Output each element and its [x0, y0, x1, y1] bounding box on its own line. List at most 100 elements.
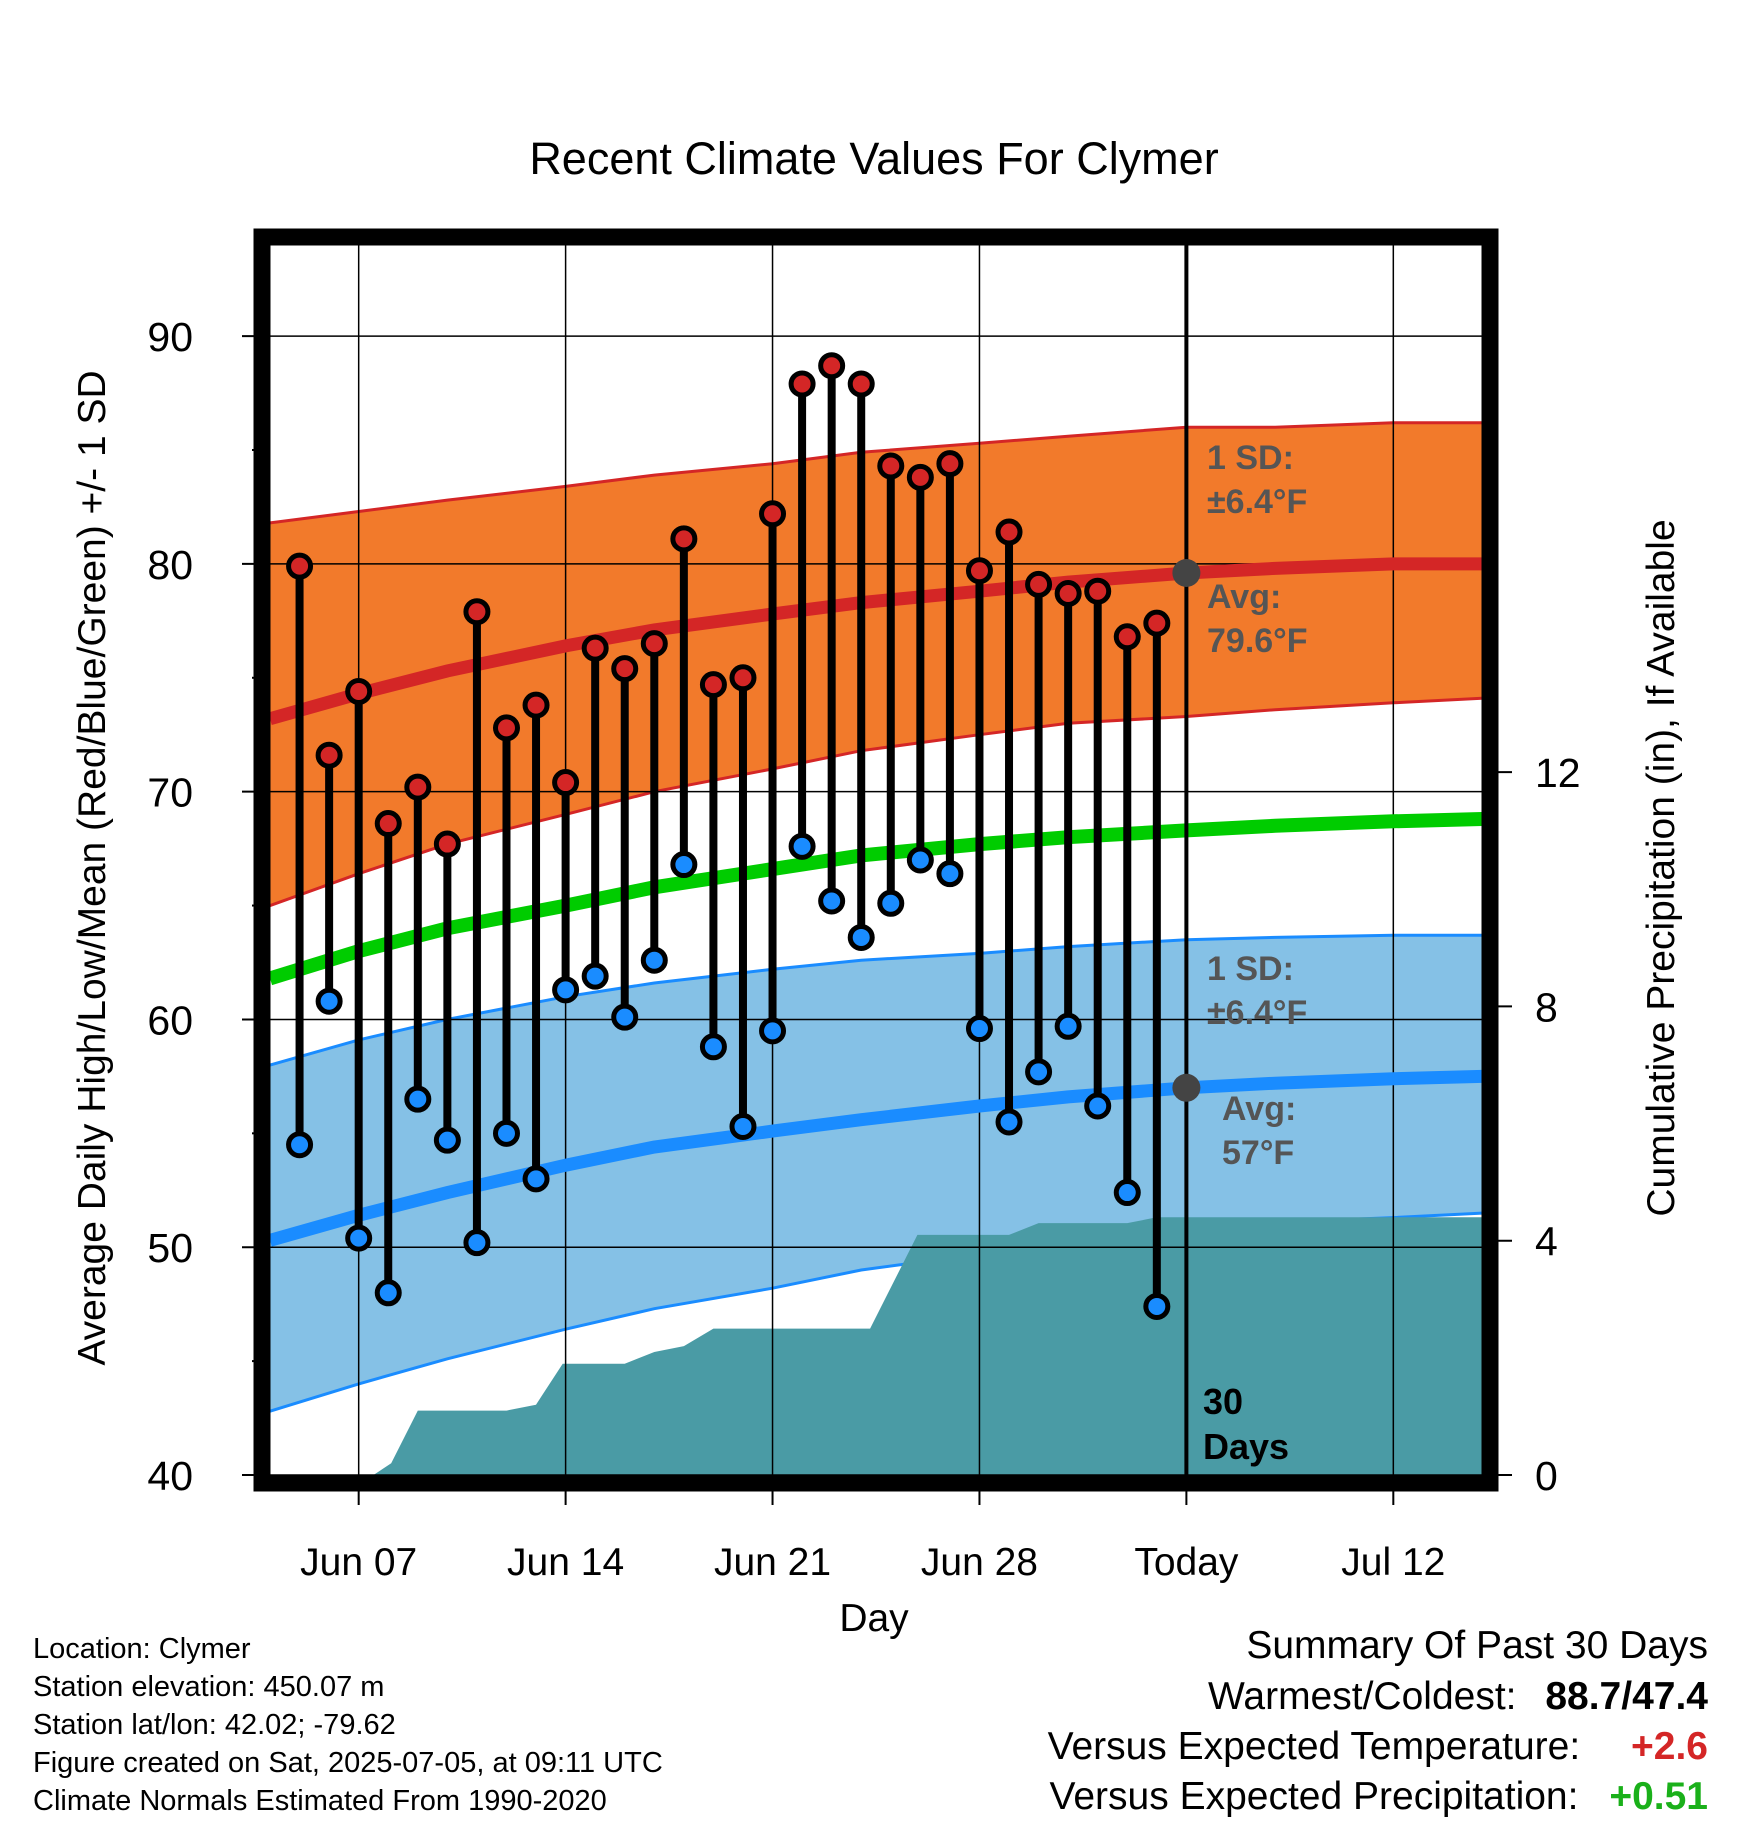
- daily-low-point: [1113, 1179, 1141, 1207]
- daily-high-point: [759, 500, 787, 528]
- daily-high-point: [906, 463, 934, 491]
- daily-high-point: [463, 598, 491, 626]
- y2-axis-label: Cumulative Precipitation (in), If Availa…: [1640, 519, 1683, 1216]
- y-tick-label: 50: [147, 1225, 193, 1271]
- daily-high-point: [552, 769, 580, 797]
- precip-area: [270, 1217, 1482, 1475]
- daily-high-point: [1143, 609, 1171, 637]
- daily-high-point: [1054, 580, 1082, 607]
- daily-low-point: [581, 962, 609, 990]
- today-high-avg-dot: [1172, 559, 1201, 587]
- daily-low-point: [788, 832, 816, 860]
- daily-high-point: [374, 810, 402, 838]
- footer-normals: Climate Normals Estimated From 1990-2020: [33, 1785, 607, 1817]
- x-tick-label: Jun 14: [507, 1541, 624, 1584]
- summary-precip-value: +0.51: [1609, 1775, 1708, 1818]
- chart-title: Recent Climate Values For Clymer: [529, 133, 1218, 184]
- daily-high-point: [670, 525, 698, 553]
- daily-low-point: [433, 1126, 461, 1154]
- daily-high-point: [1113, 623, 1141, 651]
- y-tick-label: 80: [147, 542, 193, 588]
- daily-low-point: [345, 1224, 373, 1252]
- daily-high-point: [818, 352, 846, 380]
- x-tick-label: Jun 07: [300, 1541, 417, 1584]
- daily-low-point: [877, 889, 905, 917]
- daily-high-point: [1084, 577, 1112, 605]
- today-low-avg-dot: [1172, 1073, 1201, 1102]
- daily-low-point: [286, 1131, 314, 1159]
- daily-low-point: [1143, 1292, 1171, 1320]
- x-tick-label: Jun 28: [921, 1541, 1038, 1584]
- y2-tick-label: 0: [1535, 1453, 1558, 1499]
- plot-area: 1 SD: ±6.4°F Avg: 79.6°F 1 SD: ±6.4°F Avg: 57°F…: [270, 245, 1482, 1475]
- daily-low-point: [847, 923, 875, 951]
- daily-high-point: [404, 773, 432, 801]
- low-avg-value: 57°F: [1222, 1134, 1294, 1172]
- y-tick-label: 60: [147, 997, 193, 1043]
- daily-high-point: [611, 655, 639, 683]
- daily-low-point: [995, 1108, 1023, 1136]
- x-tick-label: Jun 21: [714, 1541, 831, 1584]
- daily-high-point: [936, 450, 964, 478]
- daily-low-point: [463, 1229, 491, 1257]
- low-sd-band: [270, 935, 1482, 1412]
- high-avg-value: 79.6°F: [1207, 622, 1308, 660]
- low-avg-line: [270, 1069, 1482, 1247]
- daily-high-point: [877, 452, 905, 480]
- daily-low-point: [818, 887, 846, 915]
- summary-warmest-value: 88.7/47.4: [1545, 1675, 1708, 1718]
- daily-high-point: [847, 370, 875, 398]
- daily-low-point: [670, 851, 698, 879]
- daily-low-point: [936, 860, 964, 888]
- x-tick-label: Today: [1134, 1541, 1239, 1584]
- summary-precip-row: Versus Expected Precipitation: +0.51: [1050, 1777, 1709, 1816]
- daily-low-point: [699, 1033, 727, 1061]
- footer-elevation: Station elevation: 450.07 m: [33, 1671, 385, 1703]
- summary-warmest-label: Warmest/Coldest:: [1208, 1675, 1517, 1718]
- daily-low-point: [315, 987, 343, 1015]
- footer-latlon: Station lat/lon: 42.02; -79.62: [33, 1709, 396, 1741]
- daily-low-point: [522, 1165, 550, 1193]
- high-sd-value: ±6.4°F: [1207, 483, 1307, 521]
- y2-tick-label: 4: [1535, 1219, 1558, 1265]
- high-sd-label: 1 SD:: [1207, 439, 1294, 477]
- y-tick-label: 70: [147, 770, 193, 816]
- daily-high-point: [729, 664, 757, 692]
- daily-low-point: [759, 1017, 787, 1045]
- daily-low-point: [1084, 1092, 1112, 1120]
- daily-low-point: [729, 1113, 757, 1140]
- summary-heading: Summary Of Past 30 Days: [1246, 1624, 1708, 1667]
- daily-high-point: [995, 518, 1023, 546]
- daily-low-point: [1025, 1058, 1053, 1086]
- low-sd-value: ±6.4°F: [1207, 994, 1307, 1032]
- daily-high-point: [581, 634, 609, 662]
- daily-high-point: [640, 630, 668, 658]
- window-label-number: 30: [1203, 1381, 1243, 1422]
- plot-frame: [253, 228, 1499, 1492]
- y-tick-label: 90: [147, 314, 193, 360]
- summary-temp-value: +2.6: [1631, 1725, 1708, 1768]
- daily-low-point: [374, 1279, 402, 1307]
- low-avg-label: Avg:: [1222, 1090, 1296, 1128]
- summary-precip-label: Versus Expected Precipitation:: [1049, 1775, 1579, 1818]
- daily-low-point: [640, 946, 668, 974]
- footer-location: Location: Clymer: [33, 1633, 251, 1665]
- x-axis-label: Day: [839, 1597, 909, 1640]
- low-sd-label: 1 SD:: [1207, 950, 1294, 988]
- daily-high-point: [315, 741, 343, 769]
- x-tick-label: Jul 12: [1341, 1541, 1445, 1584]
- y2-tick-label: 12: [1535, 750, 1581, 796]
- daily-low-point: [611, 1003, 639, 1031]
- daily-high-point: [965, 557, 993, 585]
- daily-low-point: [1054, 1012, 1082, 1040]
- plot-content: 1 SD: ±6.4°F Avg: 79.6°F 1 SD: ±6.4°F Avg: 57°F…: [270, 245, 1482, 1475]
- daily-low-point: [965, 1015, 993, 1043]
- daily-high-point: [433, 830, 461, 858]
- daily-low-point: [906, 846, 934, 874]
- daily-high-point: [1025, 570, 1053, 598]
- summary-temp-row: Versus Expected Temperature: +2.6: [1048, 1727, 1708, 1766]
- daily-high-point: [788, 370, 816, 398]
- footer-created: Figure created on Sat, 2025-07-05, at 09…: [33, 1747, 663, 1779]
- window-label-days: Days: [1203, 1426, 1289, 1467]
